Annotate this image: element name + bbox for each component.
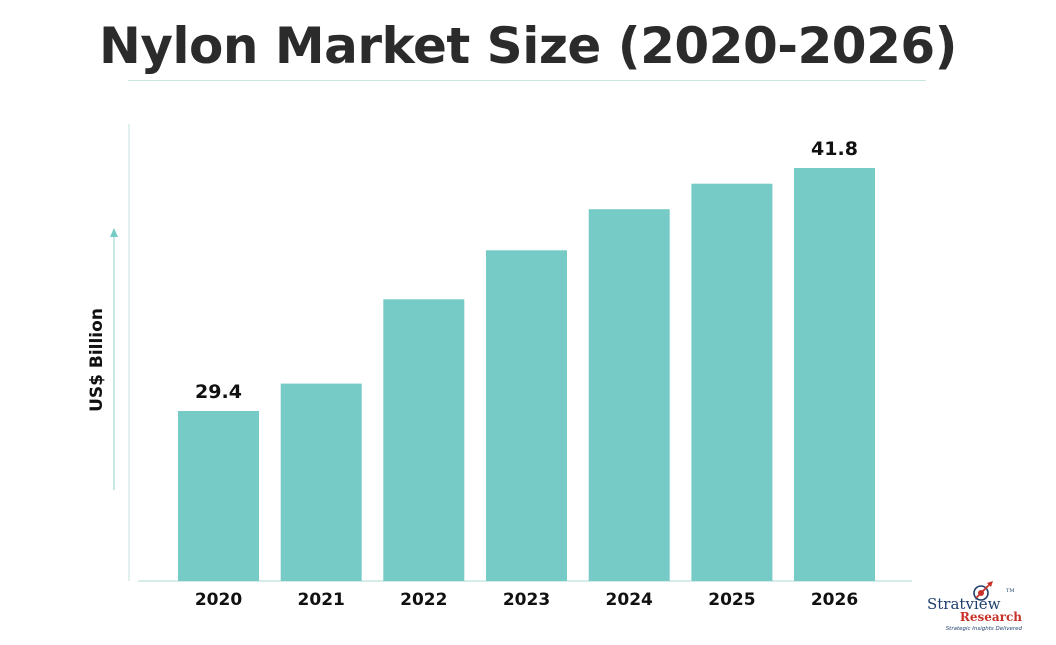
logo-arrow-head-icon [987, 581, 993, 587]
logo-tagline: Strategic Insights Delivered [946, 626, 1023, 632]
bar-2026 [794, 168, 875, 581]
title-underline [128, 80, 926, 81]
bar-2023 [486, 250, 567, 582]
bar-2022 [383, 299, 465, 581]
x-tick-group: 2020 2021 2022 2023 2024 2025 2026 [195, 590, 858, 610]
bar-2021 [280, 383, 362, 581]
x-tick-2023: 2023 [503, 590, 550, 610]
data-label-2026: 41.8 [811, 138, 858, 160]
x-tick-2021: 2021 [298, 590, 345, 610]
bar-2025 [691, 183, 773, 581]
data-label-2020: 29.4 [195, 381, 242, 403]
logo-target-icon [973, 585, 989, 601]
logo-arrow-icon [975, 582, 992, 599]
y-axis-arrow-head [110, 228, 118, 237]
bar-2024 [588, 209, 670, 581]
x-tick-2025: 2025 [708, 590, 755, 610]
bar-group [178, 168, 875, 582]
logo-graphic: TM Stratview Research Strategic Insights… [927, 581, 1023, 632]
y-axis-label: US$ Billion [87, 308, 107, 412]
logo-name-line2: Research [960, 610, 1022, 624]
bar-2020 [178, 411, 259, 581]
x-tick-2026: 2026 [811, 590, 858, 610]
x-tick-2022: 2022 [400, 590, 447, 610]
x-tick-2020: 2020 [195, 590, 242, 610]
stratview-logo: TM Stratview Research Strategic Insights… [918, 578, 1038, 638]
x-tick-2024: 2024 [606, 590, 653, 610]
chart-title: Nylon Market Size (2020-2026) [98, 17, 958, 75]
logo-tm: TM [1006, 588, 1014, 594]
logo-name-line1: Stratview [927, 595, 1001, 613]
data-label-group: 29.4 41.8 [195, 138, 858, 403]
